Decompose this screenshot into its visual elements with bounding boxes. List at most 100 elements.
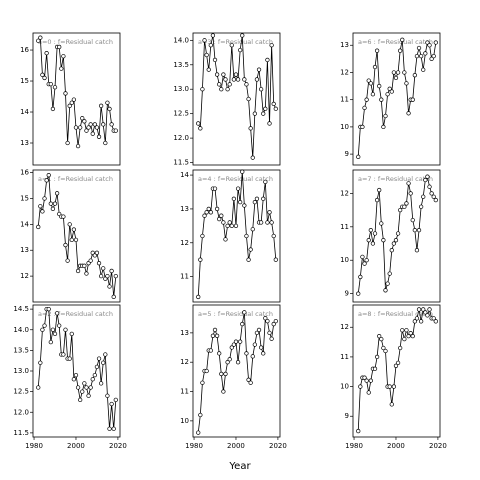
y-tick-label: 13 [340,41,349,49]
series-line [197,35,277,158]
point [416,307,422,312]
point [92,372,97,378]
y-tick-label: 13 [180,329,189,337]
point [208,348,213,353]
point [235,77,241,82]
point [50,206,56,211]
point [38,360,43,365]
point [92,122,97,127]
point [377,83,382,89]
point [208,210,213,215]
point [96,356,102,361]
y-tick-label: 12 [180,358,189,366]
point [196,294,201,300]
point [402,336,407,342]
point [73,125,79,130]
point [360,254,365,260]
y-tick-label: 14 [180,171,189,179]
x-tick-label: 2020 [269,442,287,450]
point [246,377,251,382]
y-tick-label: 13.0 [13,367,29,375]
point [431,316,436,321]
point [398,48,403,53]
point [46,173,51,178]
point [198,257,203,262]
point [246,96,251,102]
point [63,91,68,96]
panel-title: a=2 : f=Residual catch [38,310,113,318]
point [427,307,432,312]
point [244,82,249,87]
point [410,217,415,223]
point [429,56,434,62]
point [370,241,376,246]
point [52,201,58,206]
point [412,73,417,78]
point [412,319,417,324]
point [50,106,56,112]
point [244,233,249,239]
point [391,241,397,246]
point [254,77,260,82]
point [406,111,411,116]
point [389,402,394,407]
point [109,401,114,407]
y-tick-label: 13 [20,246,29,254]
y-tick-label: 15 [20,77,29,85]
point [269,336,274,341]
point [356,428,361,434]
point [208,43,213,48]
point [57,323,62,328]
x-tick-label: 2020 [429,442,447,450]
series-line [37,36,116,147]
point [370,92,376,97]
point [238,339,243,344]
point [67,356,72,361]
point [38,204,43,209]
point [398,345,403,351]
point [63,242,68,248]
y-tick-label: 10 [180,417,189,425]
point [231,342,237,347]
point [61,352,66,357]
y-tick-label: 12.0 [173,134,189,142]
y-tick-label: 12.5 [13,388,29,396]
point [364,97,369,102]
point [252,342,257,347]
point [381,345,386,351]
point [48,81,53,87]
point [360,124,365,130]
series-line [197,171,277,297]
panel-title: a=3 : f=Residual catch [198,38,273,46]
point [387,86,392,91]
point [52,85,58,90]
point [366,238,371,243]
point [217,82,222,87]
point [57,44,62,50]
y-tick-label: 14.0 [13,326,29,334]
point [408,191,413,196]
point [210,33,216,38]
point [42,75,47,81]
point [242,310,247,315]
y-tick-label: 13 [180,205,189,213]
point [229,43,234,48]
point [82,263,87,268]
point [214,206,220,212]
point [379,221,384,226]
x-tick-label: 2000 [227,442,245,450]
point [271,233,276,239]
point [254,330,260,336]
point [261,111,266,116]
point [227,82,232,87]
x-tick-label: 1980 [185,442,203,450]
point [219,87,224,92]
point [258,220,264,225]
point [90,377,95,382]
y-tick-label: 15 [20,194,29,202]
point [263,179,268,184]
point [427,43,432,48]
point [80,389,85,394]
point [231,196,237,201]
x-tick-label: 2000 [67,442,85,450]
